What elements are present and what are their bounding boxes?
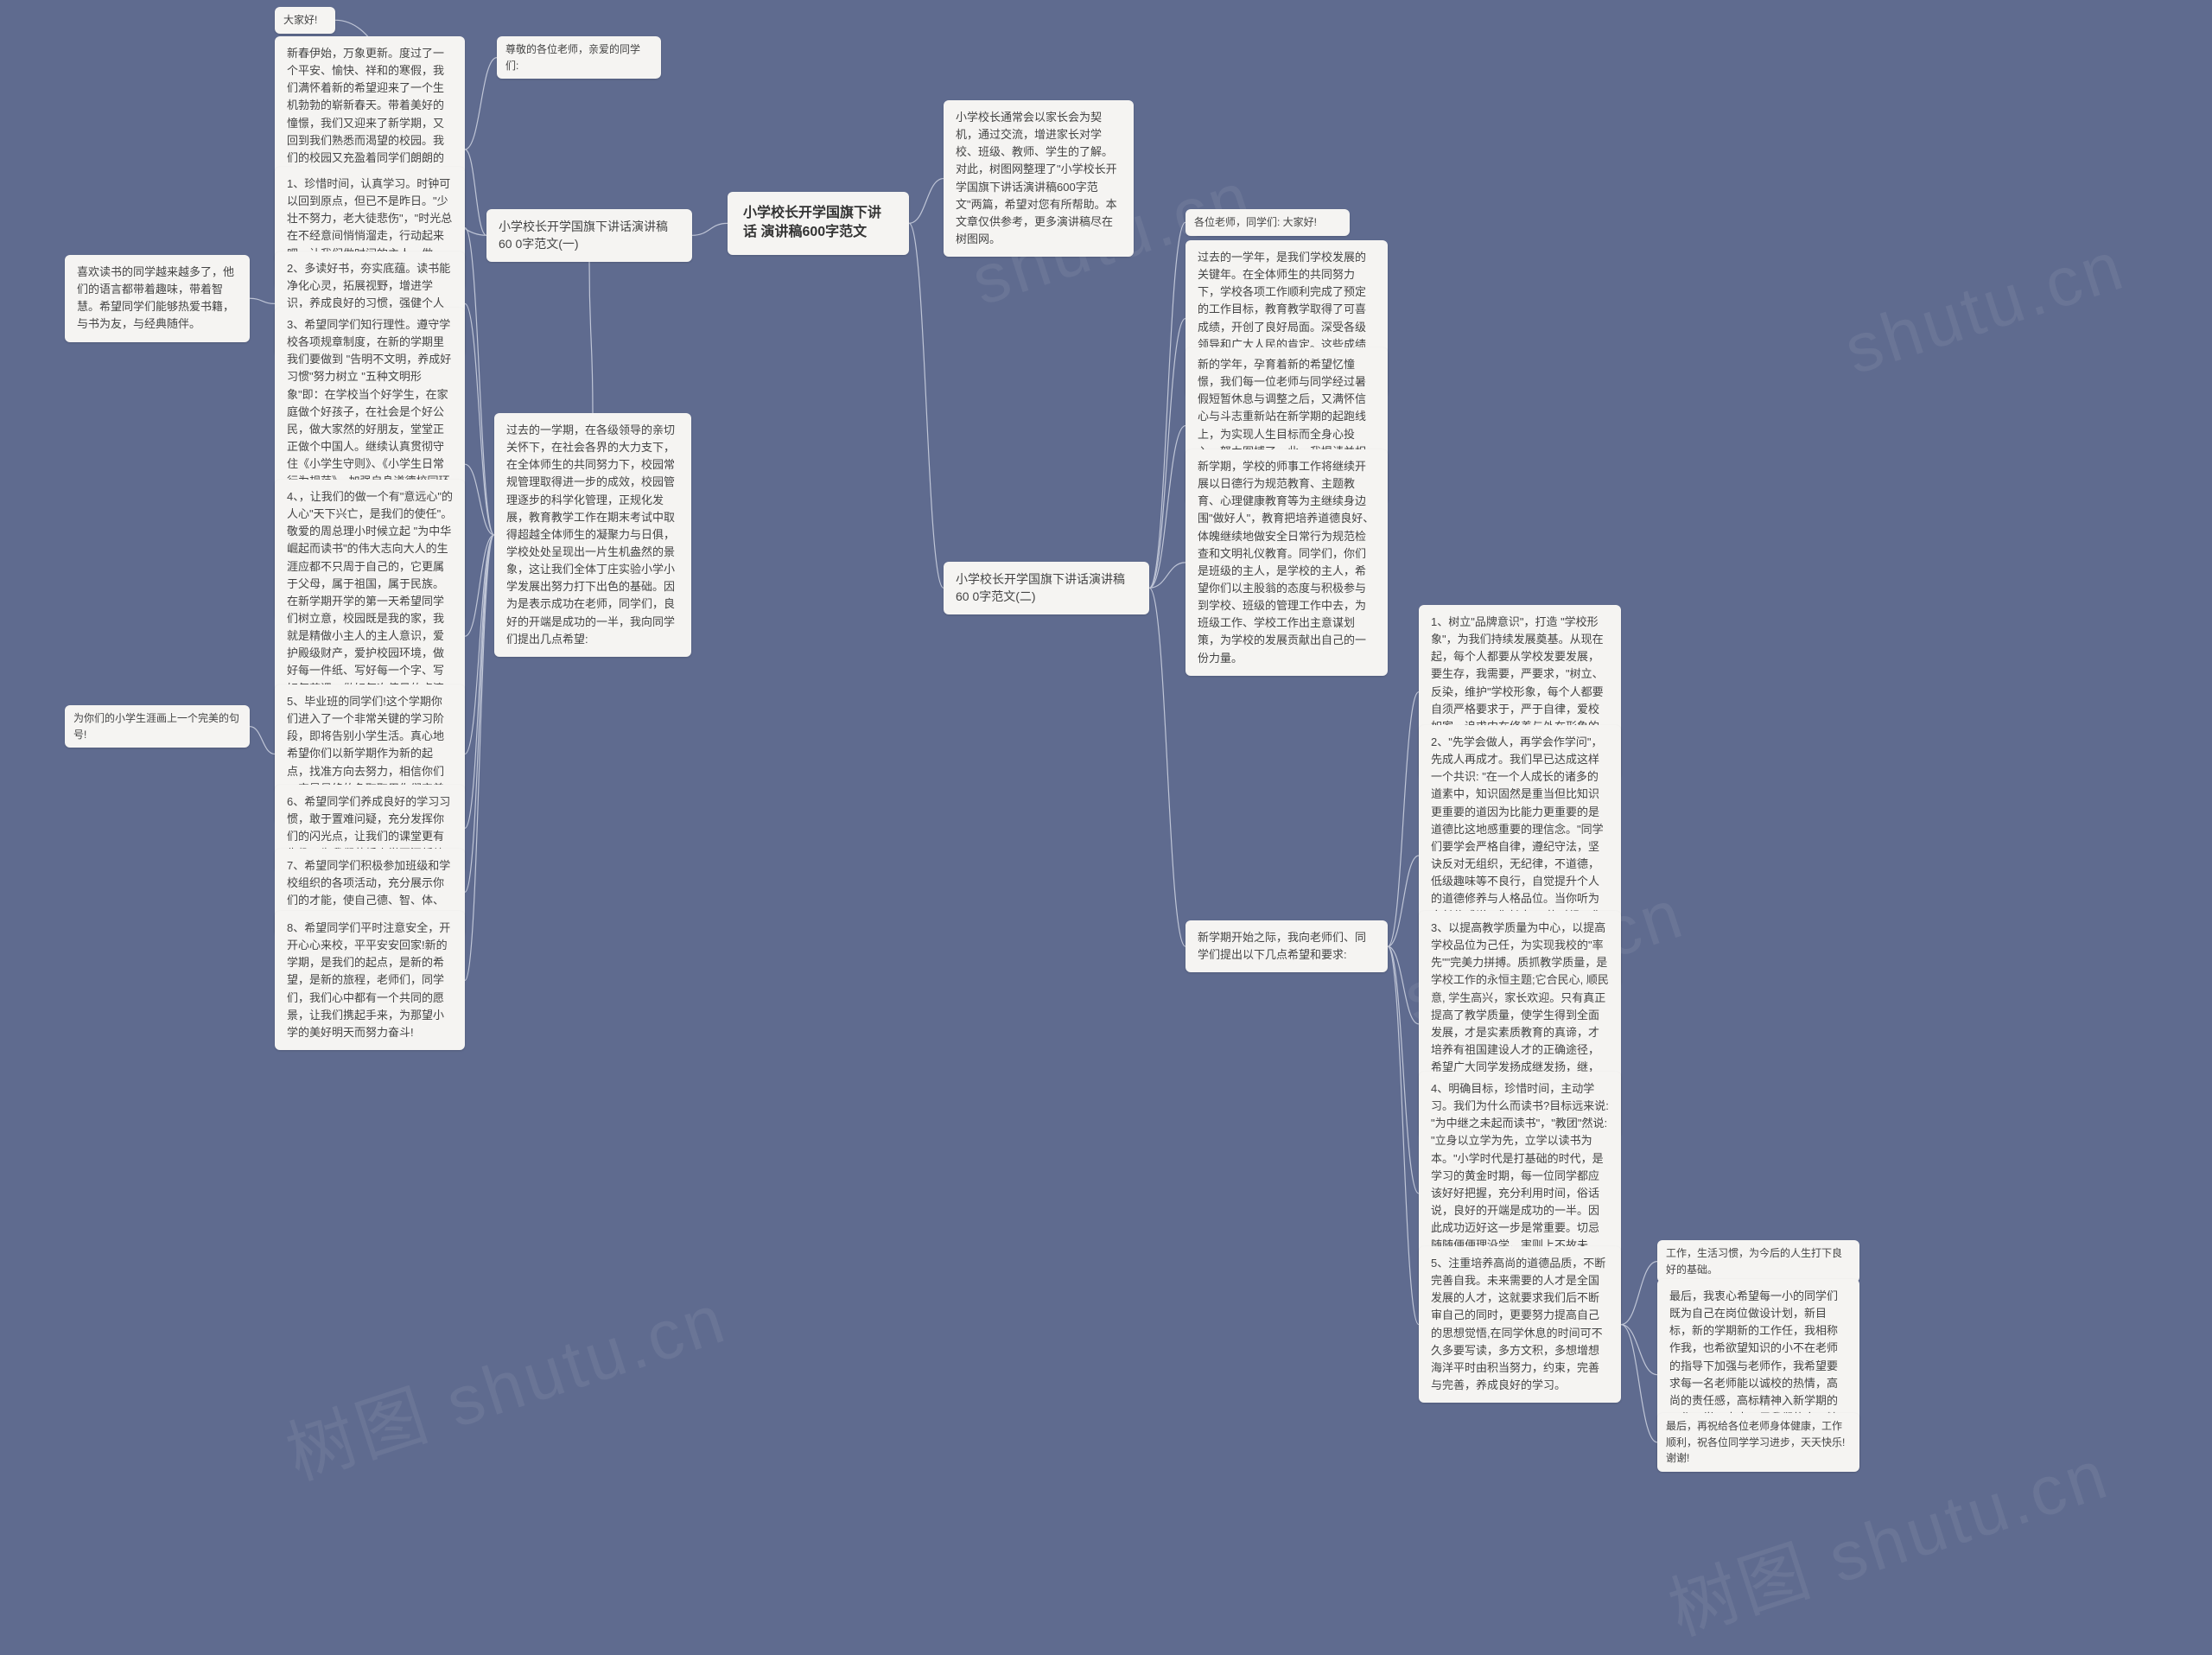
connector: [1621, 1325, 1657, 1442]
connector: [1621, 1262, 1657, 1325]
mindmap-node-l5-side[interactable]: 为你们的小学生涯画上一个完美的句号!: [65, 705, 250, 748]
node-text: 最后，再祝给各位老师身体健康，工作顺利，祝各位同学学习进步，天天快乐!谢谢!: [1666, 1420, 1845, 1464]
mindmap-node-r5a[interactable]: 工作，生活习惯，为今后的人生打下良好的基础。: [1657, 1240, 1859, 1283]
connector: [1388, 856, 1419, 946]
connector: [465, 303, 494, 535]
mindmap-node-l2-side[interactable]: 喜欢读书的同学越来越多了，他们的语言都带着趣味，带着智慧。希望同学们能够热爱书籍…: [65, 255, 250, 342]
connector: [1149, 319, 1185, 589]
mindmap-node-r-this-year[interactable]: 新学期，学校的师事工作将继续开展以日德行为规范教育、主题教育、心理健康教育等为主…: [1185, 449, 1388, 676]
connector: [465, 227, 494, 534]
mindmap-node-r5c[interactable]: 最后，再祝给各位老师身体健康，工作顺利，祝各位同学学习进步，天天快乐!谢谢!: [1657, 1413, 1859, 1472]
node-text: 过去的一学期，在各级领导的亲切关怀下，在社会各界的大力支下，在全体师生的共同努力…: [506, 423, 675, 646]
watermark: shutu.cn: [1835, 226, 2134, 391]
connector: [1149, 563, 1185, 588]
node-text: 尊敬的各位老师，亲爱的同学们:: [505, 43, 640, 72]
node-text: 小学校长开学国旗下讲话演讲稿60 0字范文(二): [956, 572, 1125, 603]
connector: [250, 298, 275, 303]
node-text: 小学校长开学国旗下讲话演讲稿60 0字范文(一): [499, 220, 668, 251]
node-text: 8、希望同学们平时注意安全，开开心心来校，平平安安回家!新的学期，是我们的起点，…: [287, 921, 450, 1039]
node-text: 小学校长开学国旗下讲话 演讲稿600字范文: [743, 206, 881, 239]
node-text: 新学期开始之际，我向老师们、同学们提出以下几点希望和要求:: [1198, 931, 1366, 961]
connector: [465, 535, 494, 828]
node-text: 各位老师，同学们: 大家好!: [1194, 216, 1317, 228]
mindmap-node-l-hello[interactable]: 大家好!: [275, 7, 335, 34]
connector: [909, 223, 944, 588]
mindmap-node-root[interactable]: 小学校长开学国旗下讲话 演讲稿600字范文: [728, 192, 909, 255]
connector: [1388, 946, 1419, 1324]
mindmap-node-r-intro[interactable]: 小学校长通常会以家长会为契机，通过交流，增进家长对学校、班级、教师、学生的了解。…: [944, 100, 1134, 257]
connector: [465, 150, 486, 235]
mindmap-node-r5[interactable]: 5、注重培养高尚的道德品质，不断完善自我。未来需要的人才是全国发展的人才，这就要…: [1419, 1246, 1621, 1403]
connector: [1388, 692, 1419, 947]
connector: [250, 727, 275, 754]
mindmap-node-r-hello[interactable]: 各位老师，同学们: 大家好!: [1185, 209, 1350, 236]
mindmap-node-right-sub[interactable]: 小学校长开学国旗下讲话演讲稿60 0字范文(二): [944, 562, 1149, 614]
node-text: 工作，生活习惯，为今后的人生打下良好的基础。: [1666, 1247, 1842, 1276]
mindmap-node-l-teachers[interactable]: 尊敬的各位老师，亲爱的同学们:: [497, 36, 661, 79]
node-text: 小学校长通常会以家长会为契机，通过交流，增进家长对学校、班级、教师、学生的了解。…: [956, 111, 1117, 245]
node-text: 喜欢读书的同学越来越多了，他们的语言都带着趣味，带着智慧。希望同学们能够热爱书籍…: [77, 265, 234, 330]
node-text: 5、注重培养高尚的道德品质，不断完善自我。未来需要的人才是全国发展的人才，这就要…: [1431, 1257, 1605, 1391]
connector: [1149, 426, 1185, 589]
connector: [909, 179, 944, 224]
node-text: 新学期，学校的师事工作将继续开展以日德行为规范教育、主题教育、心理健康教育等为主…: [1198, 460, 1374, 665]
node-text: 大家好!: [283, 14, 317, 26]
mindmap-node-l-past[interactable]: 过去的一学期，在各级领导的亲切关怀下，在社会各界的大力支下，在全体师生的共同努力…: [494, 413, 691, 657]
mindmap-node-left-sub[interactable]: 小学校长开学国旗下讲话演讲稿60 0字范文(一): [486, 209, 692, 262]
connector: [465, 58, 497, 150]
node-text: 为你们的小学生涯画上一个完美的句号!: [73, 712, 239, 741]
connector: [1621, 1325, 1657, 1375]
connector: [1149, 222, 1185, 588]
connector: [1388, 946, 1419, 1024]
connector: [465, 535, 494, 981]
connector: [465, 464, 494, 535]
mindmap-node-r-request[interactable]: 新学期开始之际，我向老师们、同学们提出以下几点希望和要求:: [1185, 920, 1388, 972]
connector: [1388, 946, 1419, 1194]
connector: [465, 535, 494, 754]
connector: [692, 223, 728, 235]
watermark: 树图 shutu.cn: [272, 1263, 738, 1499]
connector: [1149, 588, 1185, 946]
connector: [589, 262, 593, 413]
mindmap-node-l8[interactable]: 8、希望同学们平时注意安全，开开心心来校，平平安安回家!新的学期，是我们的起点，…: [275, 911, 465, 1050]
connector: [465, 535, 494, 892]
connector: [465, 535, 494, 636]
